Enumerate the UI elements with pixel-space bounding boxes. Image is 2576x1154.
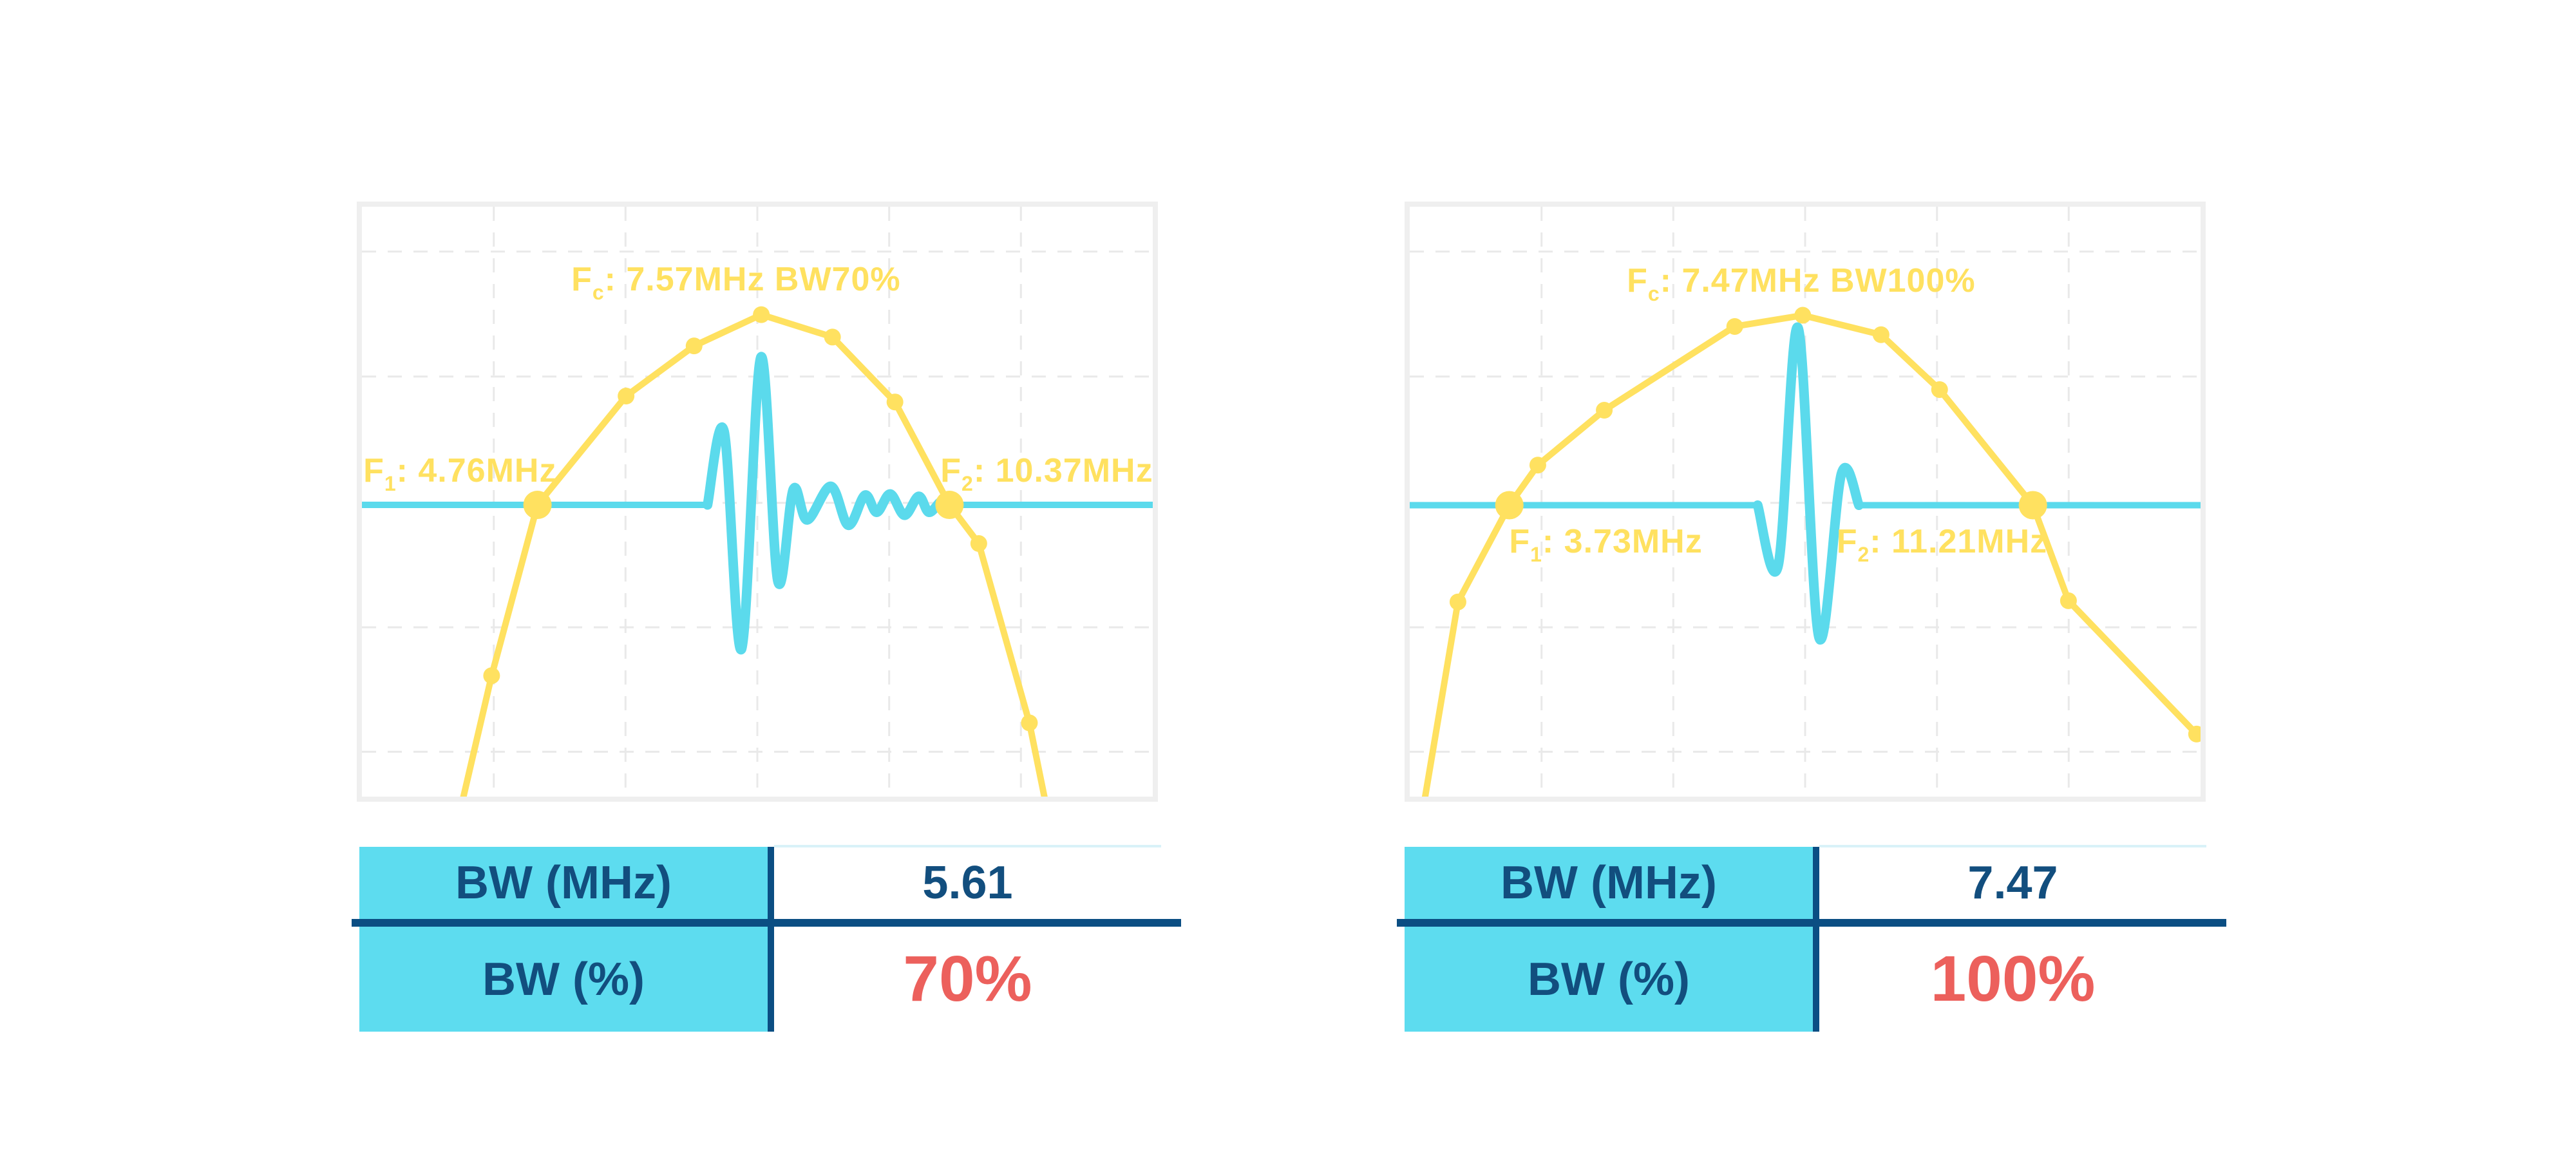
spectrum-plot-bw100 [1410,207,2201,797]
f1-subscript: 1 [1530,543,1542,567]
table-row-divider [352,919,1181,927]
f1-annotation: F1: 3.73MHz [1509,522,1703,566]
bw-mhz-label-cell: BW (MHz) [455,857,672,909]
bw-mhz-value-cell: 7.47 [1967,857,2058,909]
table-label-column [359,847,768,1032]
bandwidth-table-bw70: BW (MHz) 5.61 BW (%) 70% [352,845,1181,1032]
chart-panel-bw100: Fc: 7.47MHz BW100% F1: 3.73MHz F2: 11.21… [1405,202,2206,802]
f1-symbol: F [1509,523,1531,561]
f2-value-text: : 10.37MHz [973,452,1153,490]
chart-panel-bw70: Fc: 7.57MHz BW70% F1: 4.76MHz F2: 10.37M… [357,202,1158,802]
spectrum-plot-bw70 [362,207,1153,797]
fc-symbol: F [571,260,592,298]
fc-annotation: Fc: 7.47MHz BW100% [1627,261,1976,305]
f2-subscript: 2 [1857,543,1870,567]
table-column-divider [768,847,774,1032]
bandwidth-table-bw100: BW (MHz) 7.47 BW (%) 100% [1397,845,2226,1032]
f1-symbol: F [363,452,384,490]
table-label-column [1405,847,1813,1032]
f1-annotation: F1: 4.76MHz [363,451,557,495]
fc-symbol: F [1627,262,1648,300]
f2-value-text: : 11.21MHz [1870,523,2048,561]
f1-subscript: 1 [384,472,397,496]
table-column-divider [1813,847,1819,1032]
fc-value-text: : 7.47MHz BW100% [1660,262,1976,300]
bw-pct-value-cell: 70% [903,943,1032,1015]
f2-subscript: 2 [961,472,974,496]
bw-mhz-label-cell: BW (MHz) [1501,857,1717,909]
f2-annotation: F2: 10.37MHz [940,451,1153,495]
fc-value-text: : 7.57MHz BW70% [604,260,901,298]
bw-mhz-value-cell: 5.61 [922,857,1013,909]
table-row-divider [1397,919,2226,927]
bw-pct-value-cell: 100% [1930,943,2096,1015]
f1-value-text: : 4.76MHz [396,452,557,490]
table-top-divider [1819,845,2206,847]
fc-subscript: c [1647,282,1660,306]
f2-symbol: F [1836,523,1858,561]
bw-pct-label-cell: BW (%) [1528,953,1690,1005]
fc-subscript: c [592,280,605,304]
f2-symbol: F [940,452,962,490]
bw-pct-label-cell: BW (%) [482,953,645,1005]
fc-annotation: Fc: 7.57MHz BW70% [571,260,901,304]
f1-value-text: : 3.73MHz [1542,523,1703,561]
table-top-divider [774,845,1161,847]
f2-annotation: F2: 11.21MHz [1836,522,2048,566]
